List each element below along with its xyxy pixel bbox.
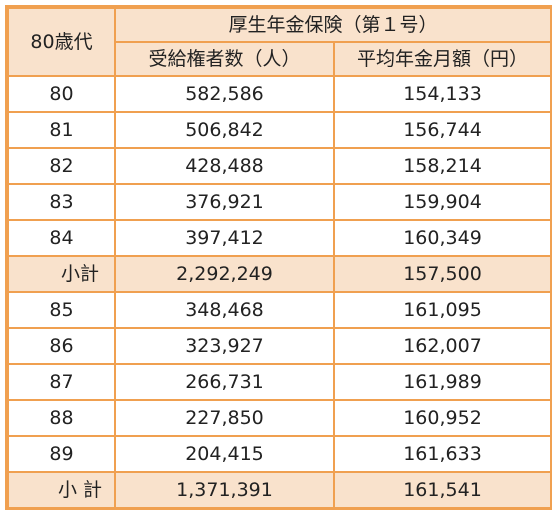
age-cell: 89 (7, 435, 116, 473)
recipient-count-cell: 227,850 (114, 399, 335, 437)
age-cell: 84 (7, 219, 116, 257)
recipient-count-cell: 266,731 (114, 363, 335, 401)
average-amount-cell: 160,952 (332, 399, 553, 437)
average-amount-cell: 160,349 (332, 219, 553, 257)
age-cell: 83 (7, 183, 116, 221)
pension-table: 80歳代 厚生年金保険（第１号） 受給権者数（人） 平均年金月額（円） 80 58… (7, 7, 553, 509)
table-row: 81 506,842 156,744 (7, 111, 553, 149)
average-monthly-amount-header: 平均年金月額（円） (332, 41, 553, 77)
subtotal-label-cell: 小計 (7, 255, 116, 293)
age-cell: 81 (7, 111, 116, 149)
insurance-type-header: 厚生年金保険（第１号） (113, 7, 553, 43)
table-row: 83 376,921 159,904 (7, 183, 553, 221)
header-row-1: 80歳代 厚生年金保険（第１号） (7, 7, 553, 77)
average-amount-cell: 158,214 (332, 147, 553, 185)
header-row-2: 受給権者数（人） 平均年金月額（円） (8, 41, 553, 77)
subtotal-row: 小 計 1,371,391 161,541 (7, 471, 553, 509)
recipient-count-cell: 397,412 (114, 219, 335, 257)
average-amount-cell: 161,541 (332, 471, 553, 509)
table-row: 84 397,412 160,349 (7, 219, 553, 257)
average-amount-cell: 161,989 (332, 363, 553, 401)
table-row: 88 227,850 160,952 (7, 399, 553, 437)
age-cell: 87 (7, 363, 116, 401)
age-cell: 86 (7, 327, 116, 365)
table-row: 89 204,415 161,633 (7, 435, 553, 473)
recipient-count-cell: 348,468 (114, 291, 335, 329)
average-amount-cell: 161,095 (332, 291, 553, 329)
average-amount-cell: 154,133 (332, 75, 553, 113)
recipient-count-header: 受給権者数（人） (114, 41, 335, 77)
table-header: 80歳代 厚生年金保険（第１号） 受給権者数（人） 平均年金月額（円） (7, 7, 553, 77)
age-cell: 85 (7, 291, 116, 329)
recipient-count-cell: 582,586 (114, 75, 335, 113)
recipient-count-cell: 2,292,249 (114, 255, 335, 293)
recipient-count-cell: 323,927 (114, 327, 335, 365)
average-amount-cell: 161,633 (332, 435, 553, 473)
recipient-count-cell: 204,415 (114, 435, 335, 473)
table-row: 85 348,468 161,095 (7, 291, 553, 329)
table-body: 80 582,586 154,133 81 506,842 156,744 82 428,48… (7, 75, 553, 509)
age-cell: 80 (7, 75, 116, 113)
table-row: 86 323,927 162,007 (7, 327, 553, 365)
table-row: 82 428,488 158,214 (7, 147, 553, 185)
subtotal-row: 小計 2,292,249 157,500 (7, 255, 553, 293)
recipient-count-cell: 376,921 (114, 183, 335, 221)
table-row: 80 582,586 154,133 (7, 75, 553, 113)
subtotal-label-cell: 小 計 (7, 471, 116, 509)
recipient-count-cell: 506,842 (114, 111, 335, 149)
age-cell: 82 (7, 147, 116, 185)
average-amount-cell: 162,007 (332, 327, 553, 365)
age-group-header: 80歳代 (7, 7, 116, 77)
age-cell: 88 (7, 399, 116, 437)
pension-table-frame: 80歳代 厚生年金保険（第１号） 受給権者数（人） 平均年金月額（円） 80 58… (5, 5, 553, 510)
recipient-count-cell: 428,488 (114, 147, 335, 185)
recipient-count-cell: 1,371,391 (114, 471, 335, 509)
average-amount-cell: 159,904 (332, 183, 553, 221)
average-amount-cell: 157,500 (332, 255, 553, 293)
average-amount-cell: 156,744 (332, 111, 553, 149)
table-row: 87 266,731 161,989 (7, 363, 553, 401)
